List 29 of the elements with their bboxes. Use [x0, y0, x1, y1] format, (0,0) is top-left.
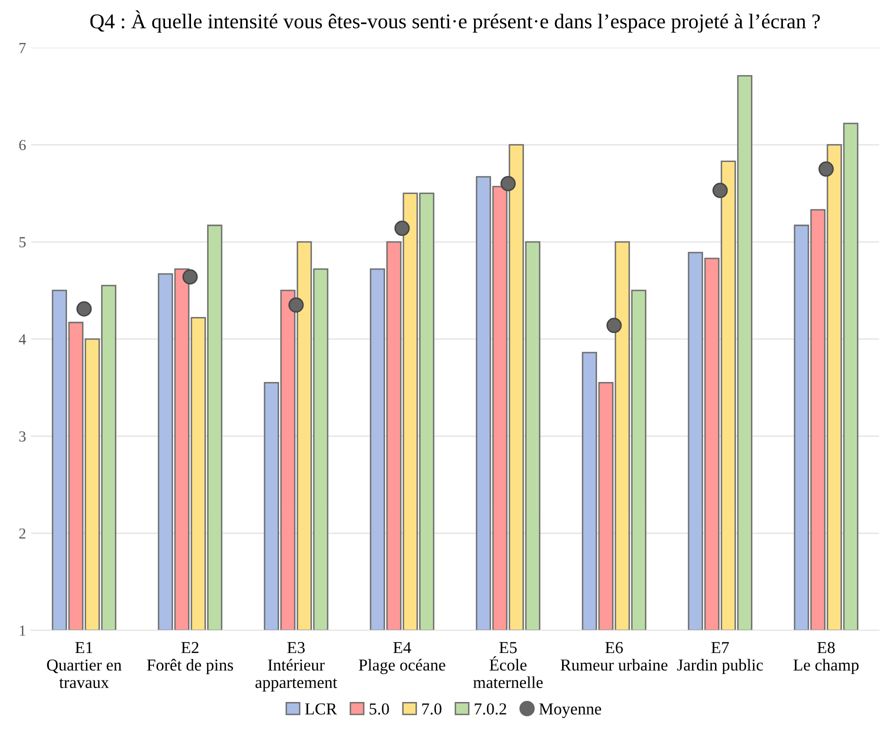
- y-tick-label: 2: [19, 528, 26, 539]
- y-tick-label: 6: [19, 140, 26, 150]
- y-tick-label: 5: [19, 237, 26, 248]
- x-tick-label: E1 Quartier en travaux: [47, 642, 122, 688]
- y-tick-label: 7: [20, 42, 26, 53]
- x-tick-label: E7 Jardin public: [677, 642, 763, 674]
- y-tick-label: 3: [19, 431, 26, 442]
- point: [76, 301, 92, 317]
- legend-label: Moyenne: [539, 703, 602, 718]
- x-tick-label: E6 Rumeur urbaine: [560, 642, 668, 671]
- point: [394, 220, 410, 236]
- y-tick-label: 1: [20, 626, 26, 636]
- x-tick-label: E5 École maternelle: [473, 642, 543, 688]
- point: [500, 176, 516, 192]
- y-tick-label: 4: [18, 334, 26, 344]
- legend-label: 7.0: [422, 703, 442, 715]
- point: [182, 269, 198, 284]
- x-tick-label: E8 Le champ: [794, 642, 859, 674]
- chart-title: Q4 : À quelle intensité vous êtes-vous senti·e présent·e dans l’espace projeté à l’écran ?: [90, 10, 820, 33]
- point: [818, 161, 834, 177]
- point: [288, 297, 304, 313]
- legend-label: LCR: [305, 703, 338, 715]
- x-tick-label: E4 Plage océane: [358, 642, 446, 674]
- point: [712, 182, 728, 198]
- x-tick-label: E3 Intérieur appartement: [255, 642, 338, 692]
- legend-label: 7.0.2: [474, 703, 506, 715]
- legend-label: 5.0: [370, 703, 389, 715]
- x-tick-label: E2 Forêt de pins: [147, 642, 233, 674]
- point: [606, 318, 622, 334]
